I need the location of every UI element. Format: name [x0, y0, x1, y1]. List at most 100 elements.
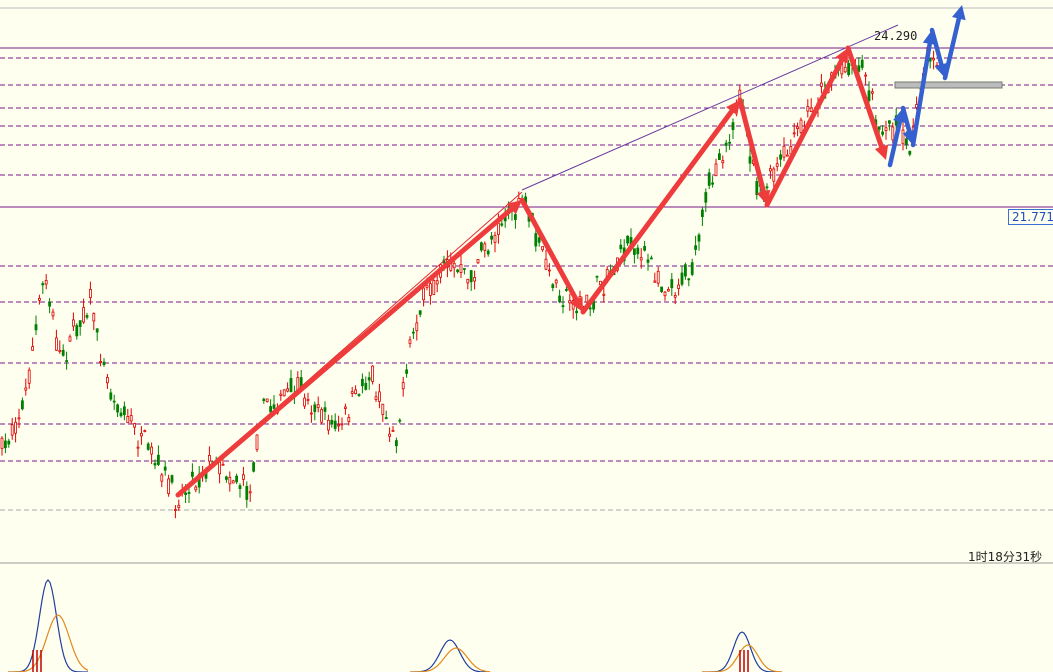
- candle-body: [697, 234, 701, 242]
- candle-body: [357, 394, 361, 396]
- candle-body: [619, 244, 623, 250]
- candle-body: [496, 222, 500, 235]
- candle-body: [595, 275, 599, 278]
- candle-body: [486, 250, 490, 255]
- candle-body: [7, 440, 11, 445]
- candle-body: [340, 423, 344, 426]
- indicator-line: [702, 644, 782, 672]
- candle-body: [116, 404, 119, 413]
- candle-body: [381, 403, 385, 415]
- candle-body: [670, 279, 674, 289]
- candle-body: [4, 440, 7, 449]
- candle-body: [724, 142, 728, 146]
- candle-body: [184, 492, 188, 495]
- candle-body: [806, 106, 810, 112]
- candle-body: [779, 154, 782, 160]
- candle-body: [20, 400, 24, 410]
- candle-body: [55, 337, 58, 351]
- candle-body: [51, 311, 55, 317]
- candle-body: [786, 154, 789, 157]
- candle-body: [401, 382, 405, 390]
- candle-body: [364, 383, 368, 390]
- candle-body: [714, 163, 718, 177]
- candle-body: [313, 404, 317, 413]
- candle-body: [377, 391, 381, 402]
- candle-body: [884, 127, 888, 131]
- candle-body: [551, 284, 555, 288]
- candle-body: [31, 346, 35, 351]
- candle-body: [371, 365, 375, 382]
- candle-body: [374, 396, 378, 400]
- arrow-head: [726, 100, 740, 116]
- candle-body: [187, 492, 191, 494]
- arrows: [175, 5, 966, 498]
- candle-body: [860, 59, 864, 68]
- candle-body: [561, 305, 565, 308]
- candle-body: [330, 419, 334, 425]
- arrow-shaft: [737, 97, 767, 194]
- candle-body: [238, 485, 242, 489]
- candle-body: [99, 361, 102, 363]
- candle-body: [748, 156, 752, 164]
- candle-body: [146, 443, 150, 450]
- candle-body: [231, 480, 235, 484]
- candle-body: [265, 398, 269, 403]
- candle-body: [272, 404, 276, 409]
- price-marker: 24.290: [874, 29, 918, 43]
- candle-body: [636, 247, 640, 255]
- candle-body: [309, 412, 313, 415]
- candle-body: [435, 280, 439, 285]
- candle-body: [123, 406, 126, 416]
- candle-body: [14, 421, 18, 434]
- candle-body: [65, 360, 68, 362]
- candle-body: [170, 475, 174, 483]
- arrow-shaft: [764, 57, 845, 208]
- candle-body: [139, 432, 143, 437]
- candle-body: [493, 234, 497, 243]
- candle-body: [690, 262, 694, 275]
- candle-body: [428, 283, 432, 296]
- indicator-line: [702, 631, 782, 672]
- candle-body: [337, 424, 341, 427]
- candle-body: [459, 264, 463, 273]
- candle-body: [575, 310, 578, 314]
- indicator-line: [8, 614, 89, 672]
- candle-body: [891, 126, 895, 141]
- candle-body: [411, 331, 415, 334]
- candle-body: [415, 322, 419, 332]
- candle-body: [901, 129, 905, 145]
- candle-body: [248, 491, 252, 494]
- candle-body: [639, 257, 643, 261]
- candle-body: [633, 248, 636, 255]
- candle-body: [153, 462, 157, 466]
- candle-body: [367, 377, 371, 381]
- candle-body: [864, 74, 867, 77]
- candle-body: [673, 294, 677, 298]
- candle-body: [792, 132, 796, 135]
- candle-body: [24, 387, 28, 391]
- candle-body: [656, 270, 660, 284]
- candle-body: [160, 474, 164, 482]
- candle-body: [269, 406, 273, 413]
- candle-body: [173, 509, 177, 511]
- candle-body: [150, 446, 154, 455]
- candle-body: [34, 324, 38, 331]
- candle-body: [306, 399, 310, 401]
- candle-body: [809, 107, 813, 112]
- candle-body: [432, 279, 436, 295]
- candle-body: [89, 288, 92, 298]
- arrow-shaft: [175, 206, 514, 498]
- candle-body: [68, 336, 72, 342]
- candle-body: [282, 389, 286, 397]
- candle-body: [0, 437, 4, 449]
- arrow-head: [952, 5, 966, 21]
- candle-body: [228, 476, 232, 485]
- arrow-head: [506, 200, 522, 215]
- candle-body: [41, 283, 45, 286]
- candle-body: [857, 65, 861, 72]
- candle-body: [320, 409, 324, 423]
- candle-body: [177, 504, 181, 508]
- arrow-shaft: [580, 108, 735, 315]
- candle-body: [707, 172, 711, 186]
